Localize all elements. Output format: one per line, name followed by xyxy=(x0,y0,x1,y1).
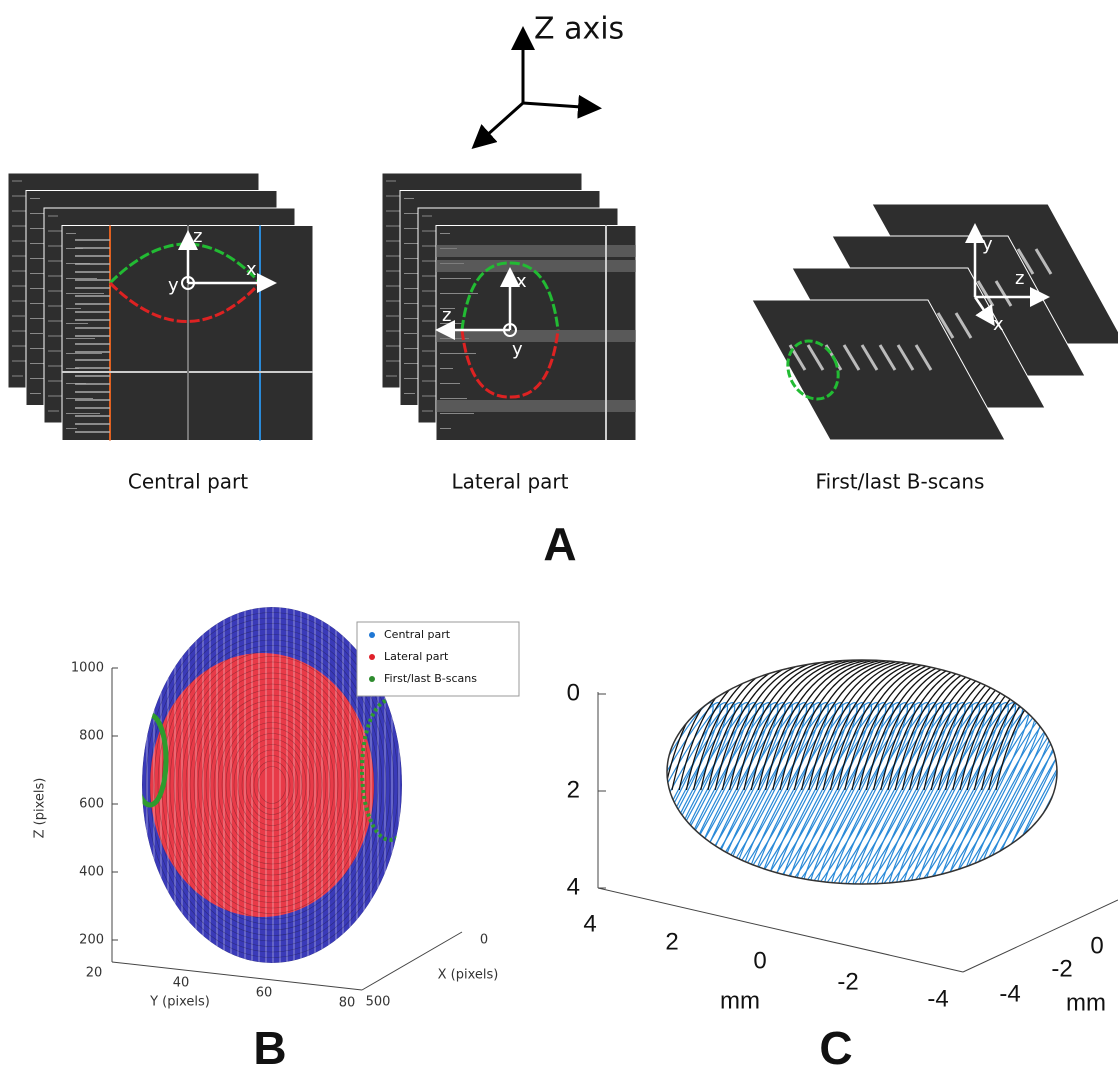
axis-letter: x xyxy=(516,271,527,292)
legend: Central part Lateral part First/last B-s… xyxy=(357,622,519,696)
tick-label: 0 xyxy=(753,947,766,974)
legend-entry: Lateral part xyxy=(384,650,449,663)
tick-label: 20 xyxy=(86,966,103,981)
axis-letter: y xyxy=(982,234,993,255)
legend-entry: First/last B-scans xyxy=(384,672,477,685)
caption: First/last B-scans xyxy=(816,470,985,494)
axis-triad xyxy=(476,32,596,145)
axis-label: mm xyxy=(720,987,760,1014)
tick-label: 40 xyxy=(173,976,190,991)
tick-label: 4 xyxy=(583,910,596,937)
axis-label: X (pixels) xyxy=(438,968,499,983)
lateral-surface xyxy=(150,653,374,917)
axis-line xyxy=(112,962,362,990)
tick-label: -4 xyxy=(999,980,1020,1007)
panel-letter: A xyxy=(543,518,576,570)
legend-dot xyxy=(369,632,375,638)
tick-label: 0 xyxy=(480,933,488,948)
tick-label: 2 xyxy=(665,928,678,955)
tick-label: 200 xyxy=(79,933,104,948)
panel-letter: B xyxy=(253,1022,286,1074)
axis-letter: z xyxy=(193,226,202,247)
legend-dot xyxy=(369,654,375,660)
axis-title: Z axis xyxy=(534,12,624,47)
tick-label: 0 xyxy=(567,679,580,706)
panel-c: 0 2 44 2 0 -2 -4 0 -2 -4 xyxy=(567,659,1118,1012)
tick-label: 80 xyxy=(339,996,356,1011)
axis-letter: x xyxy=(246,259,257,280)
surface xyxy=(596,659,1118,903)
tick-label: 4 xyxy=(567,873,580,900)
axis-label: mm xyxy=(1066,989,1106,1016)
axis-line xyxy=(598,888,963,972)
tick-label: 2 xyxy=(567,776,580,803)
axis-label: Z (pixels) xyxy=(33,778,48,839)
tick-label: 60 xyxy=(256,986,273,1001)
axis-letter: y xyxy=(168,275,179,296)
tick-label: -2 xyxy=(837,968,858,995)
caption: Lateral part xyxy=(452,470,569,494)
panel-letter: C xyxy=(819,1022,852,1074)
tick-label: 500 xyxy=(366,995,391,1010)
axis-letter: x xyxy=(993,314,1004,335)
tick-label: 1000 xyxy=(71,661,104,676)
axis-letter: z xyxy=(1015,268,1024,289)
axis-label: Y (pixels) xyxy=(149,995,210,1010)
tick-label: 800 xyxy=(79,729,104,744)
figure: Z axis z x y x z y y z x Central part Lateral pa… xyxy=(0,0,1118,1074)
caption: Central part xyxy=(128,470,248,494)
tick-label: -2 xyxy=(1051,955,1072,982)
legend-entry: Central part xyxy=(384,628,451,641)
tick-label: -4 xyxy=(927,985,948,1012)
legend-dot xyxy=(369,676,375,682)
axis-letter: z xyxy=(442,305,451,326)
tick-label: 400 xyxy=(79,865,104,880)
tick-label: 0 xyxy=(1090,932,1103,959)
bscan-stacks: z x y x z y y z x xyxy=(8,173,1118,441)
axis-letter: y xyxy=(512,339,523,360)
tick-label: 600 xyxy=(79,797,104,812)
